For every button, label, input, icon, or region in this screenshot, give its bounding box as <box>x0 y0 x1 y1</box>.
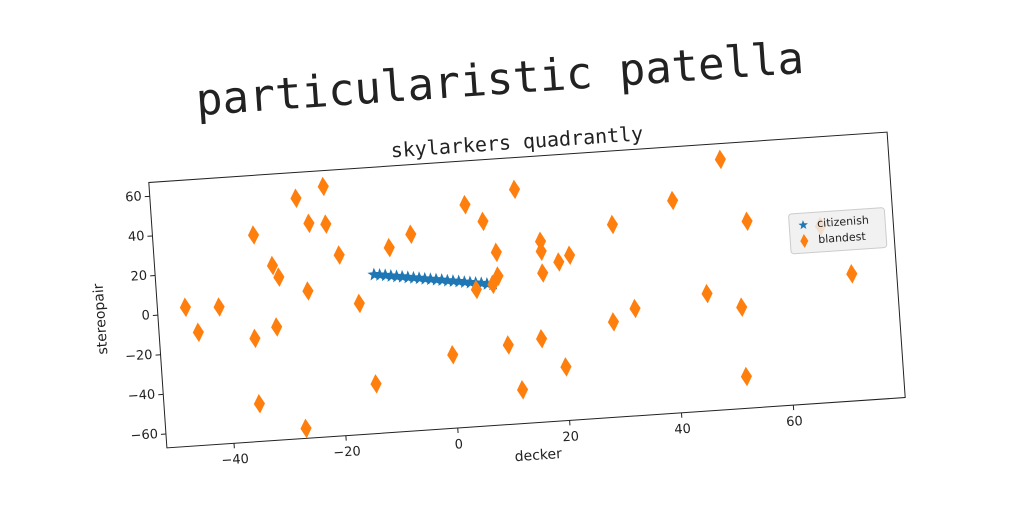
x-axis-label: decker <box>514 446 562 465</box>
point <box>560 357 572 377</box>
point <box>667 190 679 211</box>
point <box>846 264 858 284</box>
x-tick-label: 40 <box>674 422 692 438</box>
point <box>535 241 547 262</box>
point <box>317 176 329 197</box>
point <box>537 263 549 283</box>
point <box>447 344 459 365</box>
point <box>383 237 395 258</box>
point <box>629 298 641 319</box>
y-tick-label: 60 <box>125 189 143 205</box>
y-tick-label: −40 <box>127 387 155 404</box>
point <box>303 213 315 234</box>
point <box>249 328 261 349</box>
point <box>273 267 285 287</box>
point <box>405 224 417 245</box>
point <box>266 255 279 276</box>
point <box>535 328 548 349</box>
x-tick-label: 20 <box>562 429 580 445</box>
point <box>553 252 565 272</box>
point <box>320 214 332 234</box>
point <box>253 393 266 414</box>
point <box>290 188 302 209</box>
point <box>736 297 748 317</box>
point <box>179 297 192 318</box>
axes: skylarkers quadrantly decker stereopair … <box>91 121 906 469</box>
chart-suptitle: particularistic patella <box>194 33 805 126</box>
x-tick-label: −20 <box>333 444 361 461</box>
point <box>740 366 753 387</box>
x-tick-label: −40 <box>221 452 249 469</box>
point <box>701 283 713 304</box>
y-tick-label: 20 <box>130 269 148 285</box>
legend-marker <box>798 220 808 230</box>
point <box>213 297 225 317</box>
point <box>741 211 753 232</box>
legend-label: citizenish <box>817 214 870 230</box>
point <box>271 317 283 337</box>
point <box>353 293 365 314</box>
point <box>508 179 521 200</box>
legend-label: blandest <box>818 230 867 246</box>
point <box>487 274 499 295</box>
x-tick-label: 60 <box>786 414 804 430</box>
y-tick-label: −60 <box>130 427 158 444</box>
point <box>607 312 620 332</box>
point <box>714 149 726 170</box>
point <box>477 211 489 232</box>
point <box>370 374 382 394</box>
y-tick-label: −20 <box>125 348 153 365</box>
point <box>333 245 345 265</box>
point <box>459 194 471 215</box>
point <box>606 214 619 235</box>
y-tick-label: 0 <box>141 308 150 324</box>
point <box>247 225 260 245</box>
point <box>302 281 314 301</box>
legend-marker <box>800 234 809 249</box>
legend-box <box>788 207 888 255</box>
point <box>516 380 529 400</box>
point <box>563 245 576 266</box>
point <box>502 335 514 355</box>
point <box>192 322 204 343</box>
chart-title: skylarkers quadrantly <box>390 121 644 162</box>
x-tick-label: 0 <box>454 437 463 453</box>
y-axis-label: stereopair <box>91 283 112 355</box>
point <box>300 418 312 439</box>
point <box>492 266 504 286</box>
point <box>490 242 502 263</box>
y-tick-label: 40 <box>127 229 145 245</box>
point <box>470 279 482 300</box>
